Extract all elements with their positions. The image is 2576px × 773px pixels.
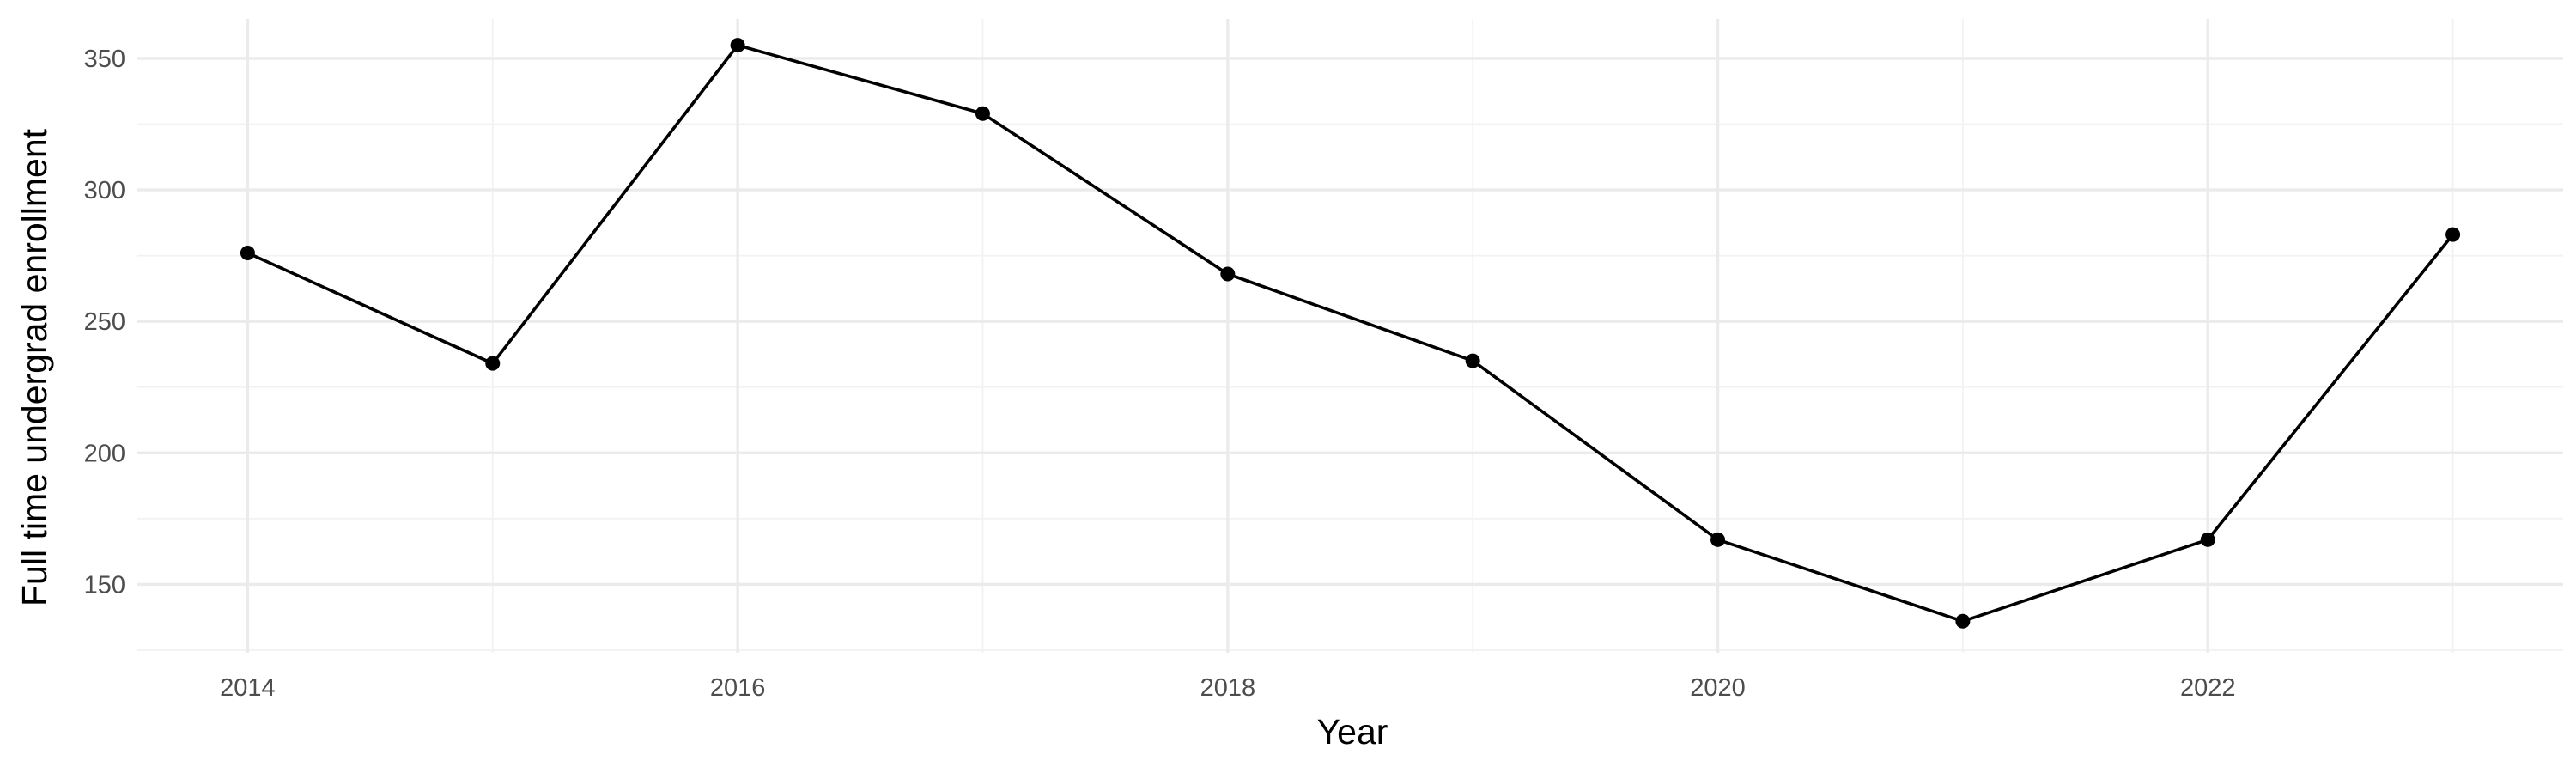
x-tick-label: 2016 bbox=[710, 674, 766, 702]
data-point bbox=[1710, 532, 1726, 547]
grid-lines bbox=[137, 19, 2563, 653]
x-tick-label: 2022 bbox=[2180, 674, 2236, 702]
series-line bbox=[246, 43, 2455, 624]
y-tick-label: 300 bbox=[84, 177, 125, 204]
y-axis-title: Full time undergrad enrollment bbox=[15, 128, 54, 606]
x-tick-label: 2014 bbox=[220, 674, 276, 702]
x-axis-title: Year bbox=[1317, 712, 1388, 752]
data-point bbox=[240, 246, 255, 261]
data-point bbox=[975, 106, 990, 121]
data-point bbox=[1465, 353, 1480, 368]
data-point bbox=[730, 38, 745, 53]
data-point bbox=[485, 356, 501, 371]
x-axis-tick-labels: 2014 2016 2018 2020 2022 bbox=[220, 674, 2235, 702]
data-point bbox=[2445, 227, 2461, 242]
x-tick-label: 2020 bbox=[1690, 674, 1746, 702]
y-tick-label: 350 bbox=[84, 46, 125, 73]
y-axis-tick-labels: 150 200 250 300 350 bbox=[84, 46, 125, 599]
data-point bbox=[2200, 532, 2215, 547]
data-point bbox=[1955, 613, 1971, 629]
y-tick-label: 200 bbox=[84, 440, 125, 467]
y-tick-label: 150 bbox=[84, 571, 125, 599]
series-layer bbox=[246, 43, 2455, 624]
x-tick-label: 2018 bbox=[1200, 674, 1256, 702]
data-points bbox=[240, 38, 2461, 629]
data-point bbox=[1220, 266, 1236, 282]
y-tick-label: 250 bbox=[84, 308, 125, 336]
